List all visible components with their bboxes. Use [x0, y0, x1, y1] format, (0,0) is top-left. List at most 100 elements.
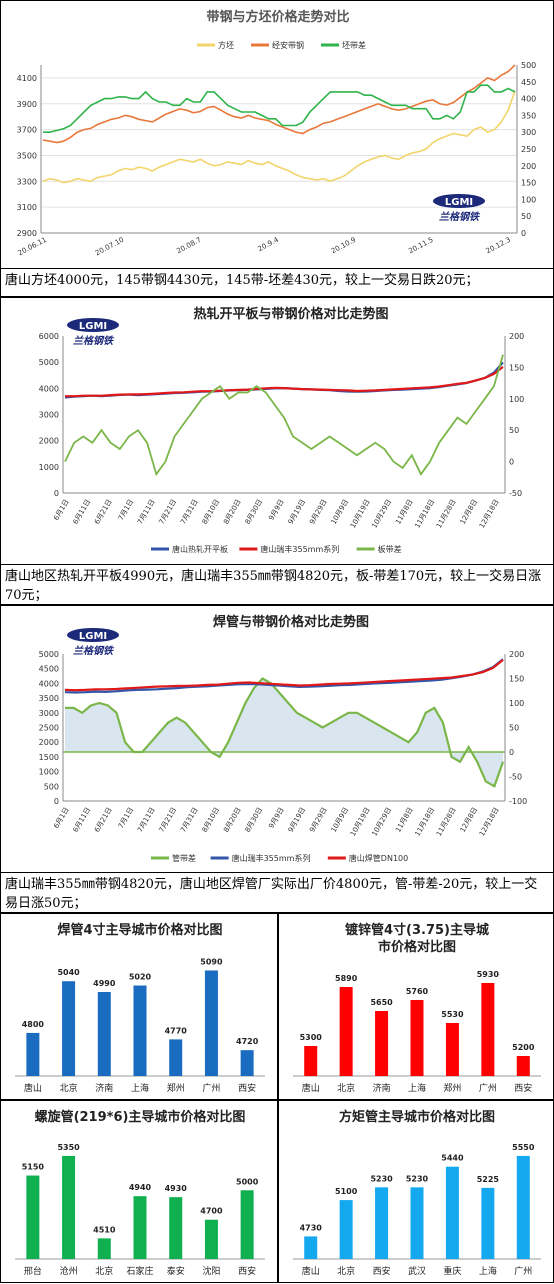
bar [375, 1187, 389, 1259]
series-line-2 [43, 84, 516, 133]
chart-title: 热轧开平板与带钢价格对比走势图 [193, 306, 388, 322]
bar-value-label: 4800 [22, 1020, 45, 1029]
chart-title: 焊管与带钢价格对比走势图 [213, 614, 369, 630]
y-tick-label: 1000 [39, 768, 59, 777]
series-line-2 [64, 354, 504, 477]
bar [516, 1155, 530, 1259]
bar-category-label: 西安 [238, 1082, 256, 1094]
x-tick-label: 6月1日 [52, 498, 70, 522]
x-tick-label: 7月1日 [117, 498, 135, 522]
legend-label-2: 唐山焊管DN100 [349, 853, 408, 863]
bar-title: 镀锌管4寸(3.75)主导城 [345, 922, 489, 938]
bar-value-label: 5225 [477, 1175, 500, 1184]
y2-tick-label: 50 [509, 426, 519, 435]
bar-category-label: 广州 [202, 1082, 220, 1094]
y2-tick-label: 100 [509, 395, 524, 404]
y2-tick-label: 250 [521, 145, 536, 154]
x-tick-label: 8月10日 [201, 498, 222, 526]
y-tick-label: 6000 [39, 332, 59, 341]
bar-category-label: 北京 [337, 1082, 355, 1094]
bar-value-label: 5550 [512, 1143, 535, 1152]
bar-category-label: 西安 [238, 1265, 256, 1277]
bar-category-label: 北京 [60, 1082, 78, 1094]
y2-tick-label: 0 [521, 229, 526, 238]
bar [169, 1039, 183, 1076]
bar-category-label: 上海 [408, 1082, 426, 1094]
x-tick-label: 12月18日 [478, 806, 501, 838]
x-tick-label: 6月1日 [52, 806, 70, 830]
logo-mark: LGMI [79, 321, 107, 332]
legend-label-2: 坯带差 [342, 40, 366, 50]
logo-sub: 兰格钢铁 [73, 645, 115, 657]
bar [445, 1023, 459, 1076]
x-tick-label: 7月11日 [136, 806, 157, 834]
y2-tick-label: 150 [509, 675, 524, 684]
x-tick-label: 6月21日 [93, 498, 114, 526]
bar-category-label: 泰安 [167, 1265, 185, 1277]
y-tick-label: 1000 [39, 463, 59, 472]
x-tick-label: 9月19日 [287, 806, 308, 834]
bar [97, 1238, 111, 1259]
bar-category-label: 西安 [373, 1265, 391, 1277]
legend-label-1: 唐山瑞丰355mm系列 [260, 544, 339, 554]
bar [26, 1032, 40, 1076]
y2-tick-label: -100 [509, 797, 527, 806]
series-line-1 [64, 658, 504, 694]
bar [133, 1196, 147, 1259]
bar [169, 1197, 183, 1259]
x-tick-label: 8月10日 [201, 806, 222, 834]
y2-tick-label: 200 [509, 650, 524, 659]
x-tick-label: 7月31日 [179, 806, 200, 834]
y-tick-label: 500 [44, 782, 59, 791]
x-tick-label: 6月11日 [72, 806, 93, 834]
series-line-1 [65, 366, 504, 398]
y2-tick-label: -50 [509, 489, 522, 498]
bar-value-label: 4720 [236, 1037, 259, 1046]
bar [304, 1236, 318, 1259]
bar-square-pipe-svg: 方矩管主导城市价格对比图 4730 唐山 5100 北京 5230 西安 5230 武汉 5440… [293, 1109, 541, 1277]
x-tick-label: 7月31日 [179, 498, 200, 526]
y-tick-label: 4100 [17, 74, 37, 83]
bar-category-label: 北京 [337, 1265, 355, 1277]
x-tick-label: 9月9日 [267, 806, 285, 830]
bar-value-label: 5760 [406, 987, 429, 996]
x-tick-label: 6月21日 [93, 806, 114, 834]
bar-value-label: 5300 [300, 1033, 323, 1042]
bar-category-label: 西安 [514, 1082, 532, 1094]
x-tick-label: 7月1日 [117, 806, 135, 830]
logo-sub: 兰格钢铁 [439, 211, 481, 223]
x-tick-label: 9月29日 [308, 806, 329, 834]
bar-category-label: 广州 [479, 1082, 497, 1094]
y2-tick-label: 200 [509, 332, 524, 341]
bar-category-label: 上海 [479, 1265, 497, 1277]
x-tick-label: 8月20日 [222, 806, 243, 834]
bar-title: 焊管4寸主导城市价格对比图 [57, 922, 222, 938]
y-tick-label: 4000 [39, 679, 59, 688]
x-tick-label: 8月30日 [244, 806, 265, 834]
x-tick-label: 8月20日 [222, 498, 243, 526]
logo [67, 318, 119, 332]
series-line-1 [42, 64, 516, 144]
bar-value-label: 4990 [93, 979, 116, 988]
bar-square-pipe: 方矩管主导城市价格对比图 4730 唐山 5100 北京 5230 西安 5230 武汉 5440… [278, 1100, 554, 1283]
y-tick-label: 3300 [17, 177, 37, 186]
bar [240, 1050, 254, 1076]
bar-value-label: 5100 [335, 1187, 358, 1196]
y2-tick-label: 100 [521, 195, 536, 204]
bar-title: 螺旋管(219*6)主导城市价格对比图 [35, 1109, 246, 1125]
caption-3: 唐山瑞丰355㎜带钢4820元，唐山地区焊管厂实际出厂价4800元，管-带差-2… [0, 873, 554, 913]
bar-category-label: 唐山 [24, 1082, 42, 1094]
caption-2: 唐山地区热轧开平板4990元，唐山瑞丰355㎜带钢4820元，板-带差170元，… [0, 565, 554, 605]
legend-label-1: 唐山瑞丰355mm系列 [232, 853, 311, 863]
bar-welded-pipe: 焊管4寸主导城市价格对比图 4800 唐山 5040 北京 4990 济南 5020 上海 477… [0, 913, 278, 1100]
bar-category-label: 广州 [514, 1265, 532, 1277]
bar [339, 987, 353, 1076]
x-tick-label: 20.07.10 [94, 236, 125, 258]
y-tick-label: 2000 [39, 738, 59, 747]
x-tick-label: 9月19日 [287, 498, 308, 526]
x-tick-label: 11月8日 [394, 806, 415, 834]
bar-value-label: 5000 [236, 1177, 259, 1186]
x-tick-label: 11月18日 [413, 498, 436, 530]
series-area-0 [65, 678, 503, 787]
bar-title: 方矩管主导城市价格对比图 [339, 1109, 495, 1125]
